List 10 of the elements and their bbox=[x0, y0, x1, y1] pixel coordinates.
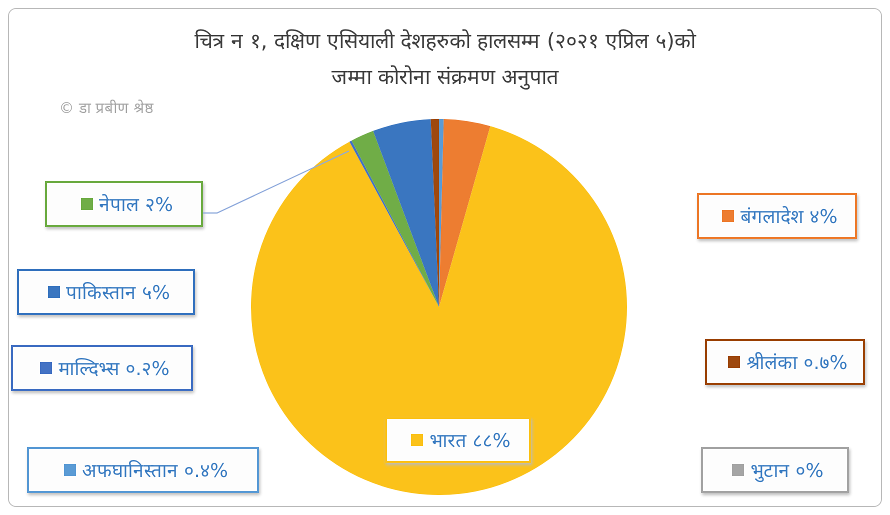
legend-label: पाकिस्तान ५% bbox=[66, 281, 170, 305]
legend-label: बंगलादेश ४% bbox=[740, 205, 838, 229]
chart-title: चित्र न १, दक्षिण एसियाली देशहरुको हालसम्म (२०२१ एप्रिल ५)को जम्मा कोरोना संक्रमण अनुपात bbox=[193, 28, 698, 92]
legend-label: माल्दिभ्स ०.२% bbox=[58, 357, 170, 381]
legend-label: श्रीलंका ०.७% bbox=[746, 351, 848, 375]
legend-label: नेपाल २% bbox=[98, 193, 174, 217]
legend-label: भारत ८८% bbox=[429, 429, 511, 453]
legend-label: अफघानिस्तान ०.४% bbox=[82, 459, 228, 483]
text: © डा प्रबीण श्रेष्ठ bbox=[59, 98, 154, 117]
legend-label: भुटान ०% bbox=[750, 459, 824, 483]
